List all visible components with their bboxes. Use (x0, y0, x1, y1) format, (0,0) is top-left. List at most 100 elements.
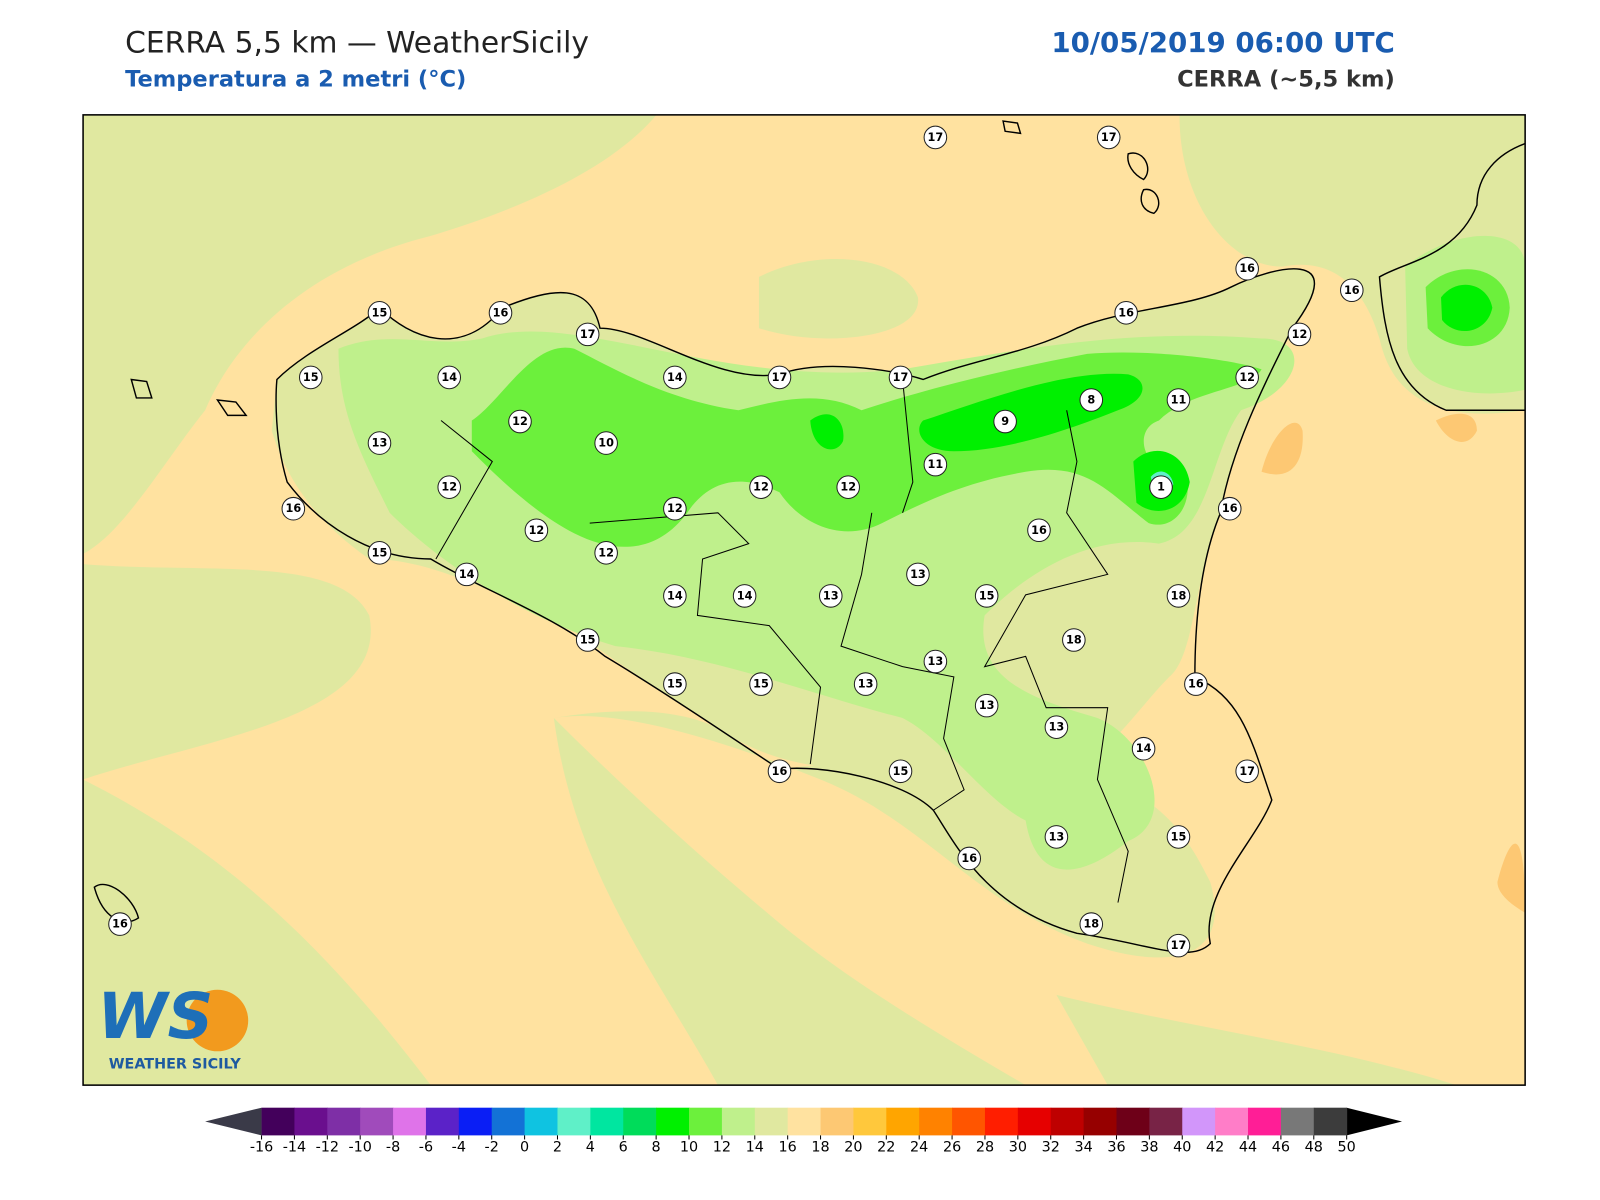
station-marker (1131, 736, 1156, 761)
station: 12 (594, 541, 618, 565)
station: 15 (367, 301, 392, 325)
station: 15 (749, 672, 773, 696)
station-value: 15 (979, 589, 995, 602)
station-value: 13 (1049, 830, 1065, 843)
station: 8 (1079, 388, 1104, 412)
colorbar-tick-label: -6 (419, 1140, 433, 1156)
station: 11 (923, 452, 948, 477)
colorbar-tick-label: 12 (713, 1140, 731, 1156)
station-marker (1079, 388, 1104, 412)
field-area (83, 564, 371, 780)
station: 11 (1166, 388, 1191, 412)
colorbar-tick-label: 44 (1239, 1140, 1257, 1156)
station-value: 12 (441, 481, 457, 494)
station-marker (663, 496, 687, 521)
colorbar-tick-label: -10 (348, 1140, 371, 1156)
station-marker (1096, 125, 1121, 150)
colorbar-bin (458, 1107, 493, 1136)
station: 13 (1044, 715, 1069, 739)
station: 12 (1287, 322, 1312, 347)
colorbar-tick-label: 28 (976, 1140, 994, 1156)
station-value: 12 (529, 524, 545, 537)
station-value: 17 (893, 371, 909, 384)
colorbar-tick-label: 40 (1173, 1140, 1191, 1156)
station-value: 13 (910, 568, 926, 581)
station-value: 12 (1239, 371, 1255, 384)
station-value: 15 (372, 546, 388, 559)
station-value: 16 (1222, 502, 1238, 515)
station: 16 (1339, 278, 1364, 303)
coastline (93, 120, 1526, 954)
colorbar-tick-label: 14 (746, 1140, 764, 1156)
station-marker (974, 584, 999, 608)
station-marker (853, 672, 878, 696)
station-value: 16 (285, 502, 301, 515)
station-marker (437, 365, 462, 390)
colorbar-bin (1280, 1107, 1315, 1136)
islands (93, 120, 1160, 923)
station-value: 15 (893, 765, 909, 778)
sicily-coast (275, 268, 1316, 954)
station-value: 13 (1049, 721, 1065, 734)
colorbar-bin (294, 1107, 328, 1136)
station-marker (888, 759, 913, 784)
station-value: 18 (1171, 589, 1187, 602)
station: 13 (906, 562, 930, 587)
station: 16 (108, 912, 132, 936)
station-marker (1044, 825, 1069, 849)
station: 17 (1166, 933, 1191, 958)
colorbar-bin (524, 1107, 558, 1136)
logo-mark: WS (97, 979, 213, 1053)
field-area (1056, 994, 1457, 1086)
colorbar-bin (754, 1107, 789, 1136)
station-marker (575, 628, 600, 652)
station: 13 (923, 649, 948, 674)
colorbar-tick-label: 38 (1140, 1140, 1158, 1156)
station-value: 11 (928, 458, 944, 471)
colorbar-bin (1017, 1107, 1052, 1136)
station-value: 13 (858, 678, 874, 691)
logo-sun (186, 989, 249, 1052)
field-area (1261, 413, 1526, 913)
colorbar-bin (853, 1107, 887, 1136)
colorbar-tick-label: -8 (386, 1140, 400, 1156)
station: 17 (1096, 125, 1121, 150)
station-value: 9 (1001, 415, 1009, 428)
station-value: 16 (1188, 678, 1204, 691)
station-value: 16 (1344, 284, 1360, 297)
station: 16 (1217, 496, 1242, 521)
province-borders (435, 379, 1129, 903)
station: 16 (1184, 672, 1208, 696)
station-marker (508, 409, 532, 434)
station-marker (454, 562, 479, 587)
station: 12 (663, 496, 687, 521)
colorbar-bin (656, 1107, 690, 1136)
station: 17 (767, 365, 792, 390)
station-marker (818, 584, 843, 608)
station-value: 16 (1118, 306, 1134, 319)
station: 16 (1235, 256, 1259, 281)
station-value: 16 (1031, 524, 1047, 537)
station-marker (1149, 475, 1173, 499)
map-frame (82, 114, 1526, 1086)
station: 18 (1166, 584, 1191, 608)
station-marker (1044, 715, 1069, 739)
colorbar-tick-label: 16 (779, 1140, 797, 1156)
field-area (83, 779, 431, 1086)
station-value: 12 (667, 502, 683, 515)
station-value: 17 (1101, 131, 1117, 144)
colorbar-under (205, 1107, 262, 1136)
station-value: 15 (667, 678, 683, 691)
station: 15 (663, 672, 687, 696)
station-value: 17 (580, 328, 596, 341)
station-marker (281, 496, 306, 521)
station: 15 (974, 584, 999, 608)
station-value: 14 (667, 371, 683, 384)
colorbar-tick-label: 18 (811, 1140, 829, 1156)
logo: WS WEATHER SICILY (97, 979, 249, 1073)
station-value: 15 (753, 678, 769, 691)
station-marker (749, 475, 773, 499)
stations: 17 17 16 16 15 16 17 16 12 15 14 14 17 17 12 8 11 12 10 9 13… (108, 125, 1364, 958)
station-marker (767, 759, 792, 784)
